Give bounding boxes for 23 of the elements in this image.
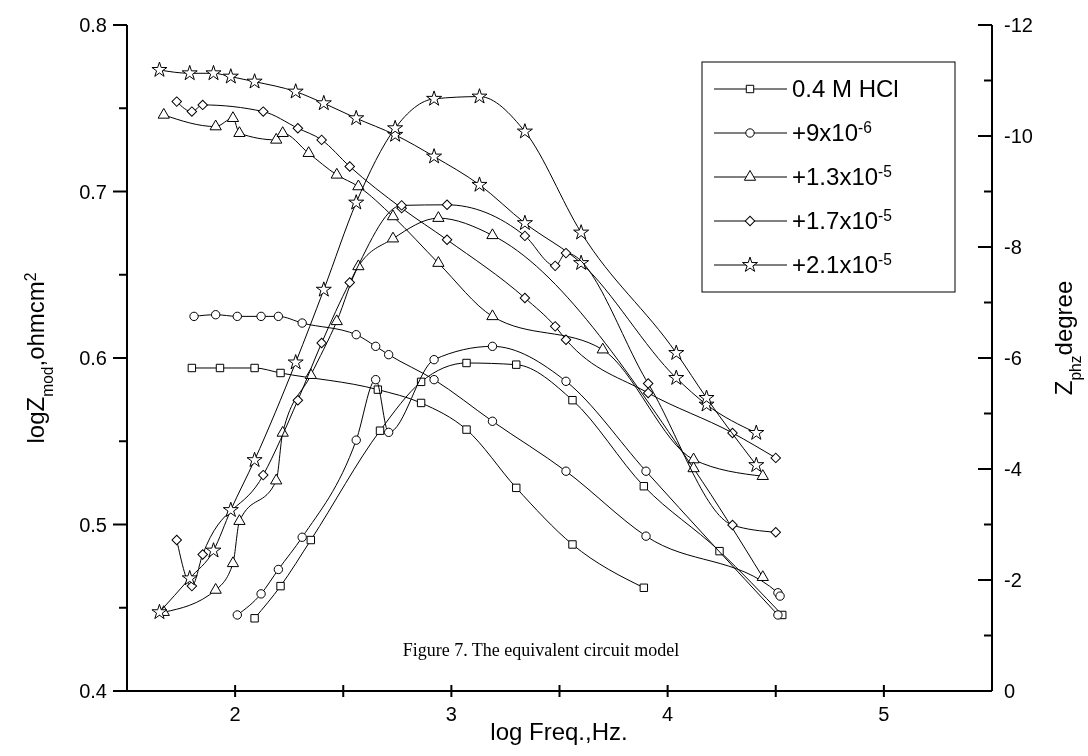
y2-tick-label: -6 bbox=[1004, 347, 1022, 369]
y-tick-label: 0.7 bbox=[79, 180, 107, 203]
x-tick-label: 2 bbox=[229, 703, 241, 725]
legend-label: +9x10$^{-6}$ bbox=[792, 118, 872, 147]
x-tick-label: 3 bbox=[445, 703, 457, 725]
y2-tick-label: -10 bbox=[1004, 125, 1033, 147]
y2-tick-label: -12 bbox=[1004, 14, 1033, 36]
legend-label: +1.3x10$^{-5}$ bbox=[792, 162, 893, 191]
x-tick-label: 4 bbox=[662, 703, 674, 725]
legend-label: 0.4 M HCl bbox=[792, 75, 899, 103]
y2-tick-label: -4 bbox=[1004, 458, 1022, 480]
x-tick-label: 5 bbox=[878, 703, 890, 725]
annotation: Figure 7. The equivalent circuit model bbox=[402, 640, 680, 660]
legend-label: +1.7x10$^{-5}$ bbox=[792, 206, 893, 235]
y2-tick-label: -2 bbox=[1004, 569, 1022, 591]
y2-tick-label: 0 bbox=[1004, 680, 1016, 702]
x-axis-title: log Freq.,Hz. bbox=[490, 718, 628, 745]
y-tick-label: 0.6 bbox=[79, 347, 107, 369]
y-tick-label: 0.8 bbox=[79, 14, 107, 36]
y-tick-label: 0.5 bbox=[79, 513, 107, 536]
legend-label: +2.1x10$^{-5}$ bbox=[792, 250, 893, 279]
y2-tick-label: -8 bbox=[1004, 236, 1022, 258]
y-tick-label: 0.4 bbox=[79, 680, 107, 702]
